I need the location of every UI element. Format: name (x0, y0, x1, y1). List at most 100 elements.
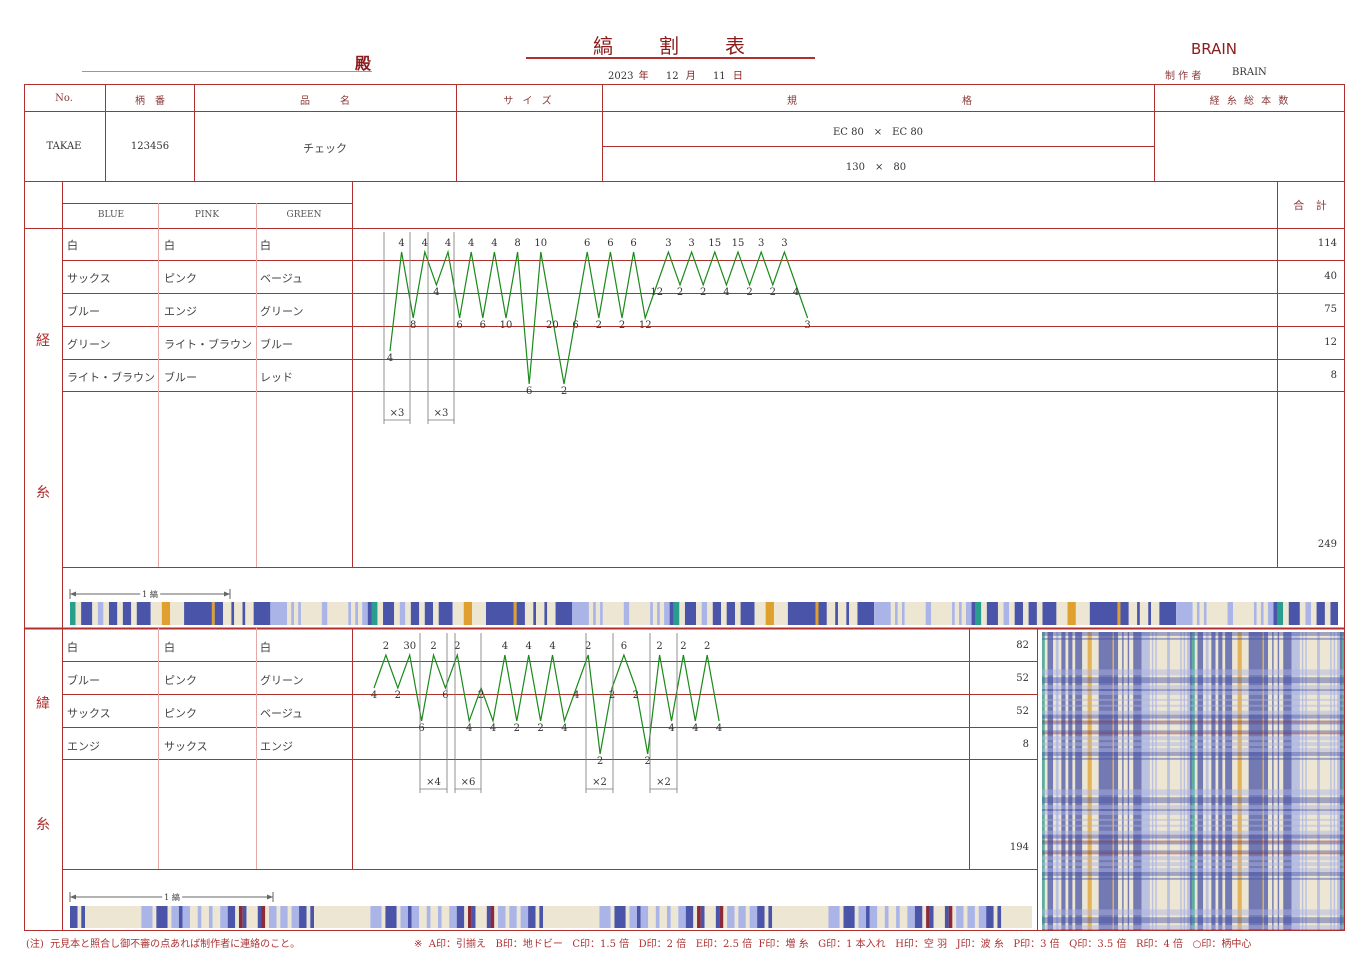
weft-stripe (437, 906, 442, 928)
weft-row-2-total: 52 (1016, 673, 1029, 684)
recipient-suffix: 殿 (355, 54, 372, 73)
date-month-unit: 月 (685, 71, 696, 82)
weft-row-3-total: 52 (1016, 706, 1029, 717)
plaid-weft-band (1042, 811, 1344, 815)
warp-stripe (588, 602, 594, 625)
plaid-weft-band (1042, 669, 1344, 676)
warp-stripe (837, 602, 847, 625)
warp-stripe (1267, 602, 1274, 625)
weft-stripe (291, 906, 300, 928)
warp-stripe (242, 602, 246, 625)
warp-stripe (245, 602, 254, 625)
header-size: サ イ ズ (503, 96, 555, 107)
warp-stripe (438, 602, 453, 625)
weft-chain-value: 4 (371, 690, 377, 701)
weft-stripe (914, 906, 923, 928)
weft-repeat-label: 1 縞 (162, 892, 182, 903)
warp-stripe (721, 602, 727, 625)
plaid-weft-band (1042, 789, 1344, 796)
weft-stripe (520, 906, 529, 928)
plaid-warp-band (1042, 632, 1045, 930)
warp-stripe (925, 602, 932, 625)
weft-stripe (704, 906, 716, 928)
weft-stripe (70, 906, 78, 928)
weft-stripe (498, 906, 506, 928)
warp-stripe (355, 602, 358, 625)
plaid-warp-band (1112, 632, 1114, 930)
weft-grand-total: 194 (1009, 842, 1029, 853)
weft-stripe (167, 906, 172, 928)
warp-multiplier: ×3 (390, 408, 405, 419)
weft-stripe-bar (70, 906, 1032, 928)
warp-repeat-label: 1 縞 (140, 589, 160, 600)
weft-stripe (516, 906, 521, 928)
warp-chain-value: 15 (732, 238, 745, 249)
plaid-warp-band (1167, 632, 1170, 930)
warp-stripe (1075, 602, 1090, 625)
warp-stripe (547, 602, 556, 625)
weft-stripe (156, 906, 168, 928)
warp-chain-value: 6 (630, 238, 636, 249)
warp-multiplier: ×3 (434, 408, 449, 419)
warp-stripe (516, 602, 525, 625)
warp-stripe (410, 602, 420, 625)
weft-chain-value: 4 (573, 690, 579, 701)
warp-stripe (291, 602, 294, 625)
plaid-weft-band (1042, 752, 1344, 756)
weft-stripe (858, 906, 867, 928)
warp-stripe (818, 602, 827, 625)
weft-stripe (629, 906, 637, 928)
plaid-warp-band (1113, 632, 1119, 930)
warp-stripe (1023, 602, 1029, 625)
warp-chain-value: 8 (410, 320, 416, 331)
weft-multiplier: ×4 (426, 777, 441, 788)
header-hinmei: 品 名 (300, 96, 350, 107)
warp-stripe (287, 602, 292, 625)
warp-stripe (513, 602, 517, 625)
weft-stripe (956, 906, 964, 928)
plaid-weft-band (1042, 872, 1344, 876)
plaid-warp-band (1342, 632, 1344, 930)
weft-stripe (411, 906, 420, 928)
plaid-weft-band (1042, 840, 1344, 843)
warp-stripe (544, 602, 548, 625)
plaid-warp-band (1283, 632, 1292, 930)
warp-stripe (629, 602, 651, 625)
weft-stripe (543, 906, 600, 928)
warp-chain-value: 4 (422, 238, 428, 249)
weft-chain-value: 6 (418, 723, 424, 734)
date-line: 2023 年 12 月 11 日 (608, 67, 743, 82)
warp-stripe (1311, 602, 1317, 625)
warp-stripe (901, 602, 905, 625)
warp-chain-value: 6 (526, 386, 532, 397)
warp-stripe (712, 602, 722, 625)
warp-row-5-color-2: ブルー (164, 371, 197, 384)
weft-stripe (640, 906, 649, 928)
plaid-weft-band (1042, 742, 1344, 747)
warp-row-4-color-2: ライト・ブラウン (164, 338, 252, 351)
weft-stripe (299, 906, 307, 928)
warp-chain-value: 6 (584, 238, 590, 249)
weft-row-4-color-2: サックス (164, 740, 208, 753)
plaid-warp-band (1133, 632, 1142, 930)
warp-stripe (75, 602, 82, 625)
weft-stripe (693, 906, 698, 928)
plaid-warp-band (1339, 632, 1342, 930)
warp-stripe (1199, 602, 1204, 625)
weft-stripe (926, 906, 930, 928)
date-day: 11 (712, 71, 726, 82)
plaid-warp-band (1141, 632, 1150, 930)
weft-stripe (636, 906, 641, 928)
plaid-warp-band (1087, 632, 1092, 930)
weft-stripe (614, 906, 626, 928)
weft-stripe (723, 906, 728, 928)
weft-stripe (922, 906, 927, 928)
weft-row-4-color-3: エンジ (260, 740, 293, 753)
plaid-warp-band (1192, 632, 1195, 930)
warp-stripe (81, 602, 93, 625)
weft-stripe (727, 906, 735, 928)
plaid-warp-band (1337, 632, 1340, 930)
warp-chain-value: 4 (398, 238, 404, 249)
date-month: 12 (665, 71, 679, 82)
warp-stripe (108, 602, 118, 625)
